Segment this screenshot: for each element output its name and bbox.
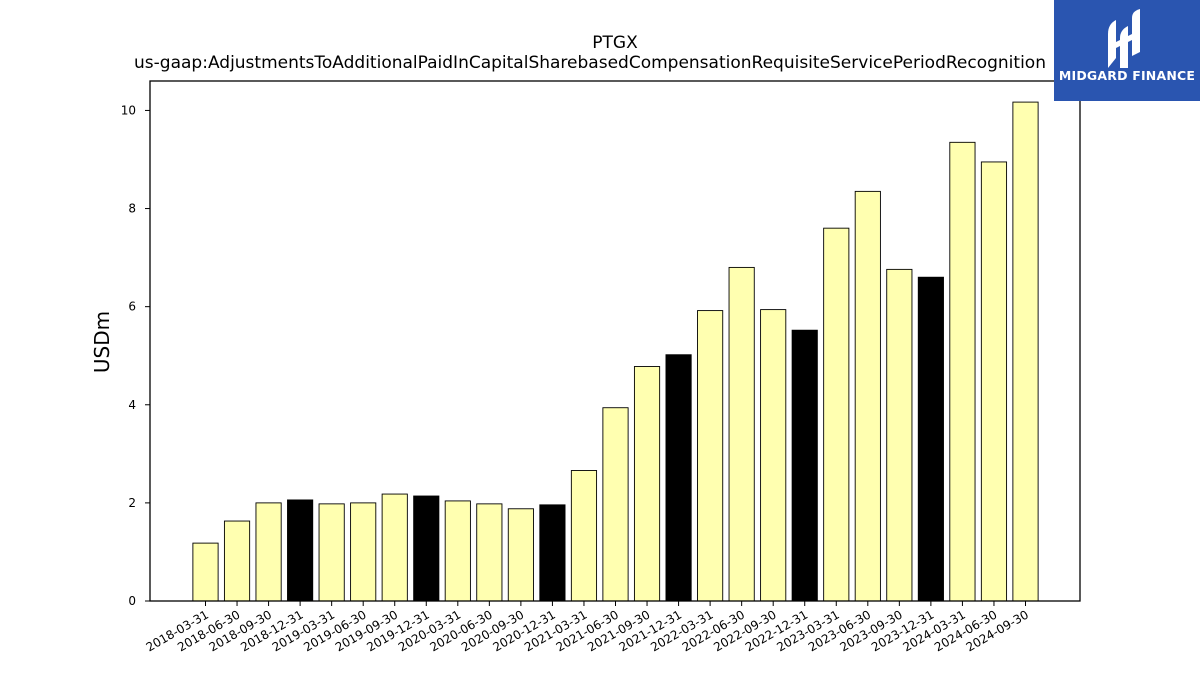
brand-logo: MIDGARD FINANCE (1054, 0, 1200, 101)
bar-2021-03-31 (570, 470, 598, 602)
bar-2022-12-31 (791, 329, 818, 602)
plot-frame (149, 80, 1081, 602)
y-tick-label: 2 (128, 496, 136, 510)
bar-2019-12-31 (413, 495, 440, 602)
bar-2022-06-30 (728, 266, 755, 602)
bar-2020-06-30 (476, 503, 503, 602)
bar-2024-09-30 (1012, 101, 1039, 602)
bar-2018-12-31 (287, 499, 314, 602)
bar-2023-09-30 (886, 268, 913, 602)
bar-series (192, 101, 1039, 602)
bar-2024-03-31 (949, 141, 976, 602)
bar-2022-09-30 (760, 309, 787, 602)
bar-2023-06-30 (854, 190, 881, 602)
bar-2020-03-31 (444, 500, 471, 602)
bar-2023-12-31 (917, 276, 944, 602)
bar-2023-03-31 (823, 227, 850, 602)
y-tick-label: 6 (128, 300, 136, 314)
x-axis-ticks: 2018-03-312018-06-302018-09-302018-12-31… (144, 601, 1031, 654)
bar-2019-03-31 (318, 503, 345, 602)
bar-2019-06-30 (350, 502, 377, 602)
bar-2018-06-30 (223, 520, 251, 602)
bar-2024-06-30 (980, 161, 1008, 602)
midgard-logo-icon (1108, 9, 1140, 68)
bar-2019-09-30 (381, 493, 408, 602)
bar-2018-03-31 (192, 542, 219, 602)
y-tick-label: 0 (128, 594, 136, 608)
bar-2021-12-31 (665, 354, 692, 602)
chart-subtitle: us-gaap:AdjustmentsToAdditionalPaidInCap… (134, 53, 1046, 73)
bar-2021-06-30 (602, 407, 629, 602)
chart-title: PTGX (592, 33, 638, 53)
y-tick-label: 8 (128, 202, 136, 216)
y-axis-label: USDm (90, 311, 114, 373)
bar-2021-09-30 (633, 366, 661, 602)
bar-2020-09-30 (507, 508, 534, 602)
bar-2018-09-30 (255, 502, 282, 602)
y-axis-ticks: 0 2 4 6 8 10 (121, 103, 150, 608)
y-tick-label: 10 (121, 103, 136, 117)
bar-2022-03-31 (697, 310, 724, 602)
brand-name: MIDGARD FINANCE (1058, 68, 1196, 83)
y-tick-label: 4 (128, 398, 136, 412)
bar-2020-12-31 (539, 504, 566, 602)
